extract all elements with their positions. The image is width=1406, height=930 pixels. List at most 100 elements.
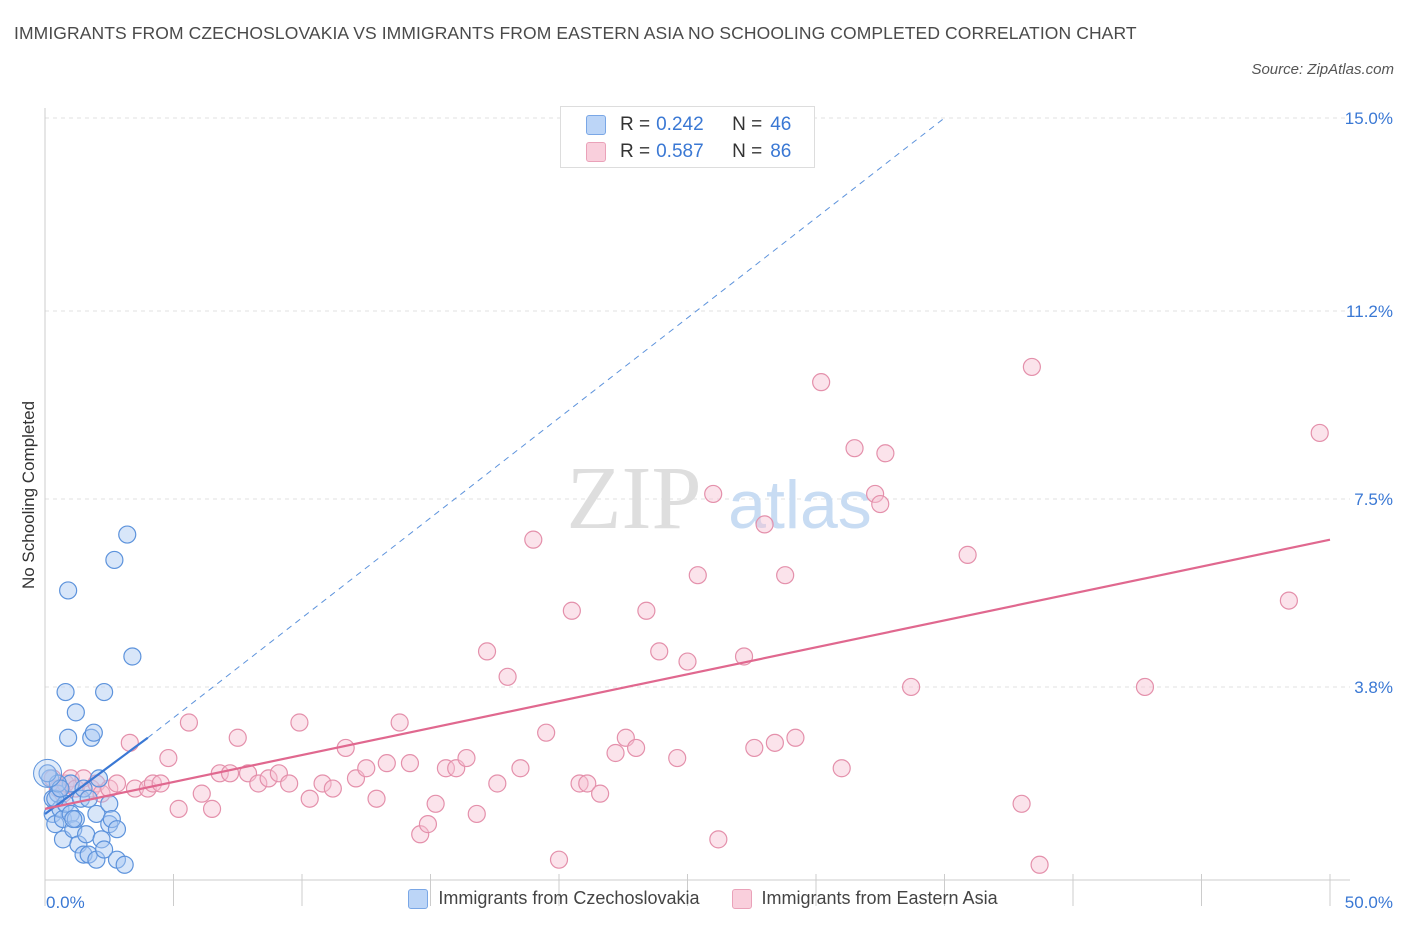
data-point bbox=[426, 794, 445, 813]
legend-label-eastern-asia: Immigrants from Eastern Asia bbox=[761, 888, 998, 908]
data-point bbox=[56, 682, 75, 702]
watermark-zip: ZIP bbox=[567, 449, 702, 548]
data-point bbox=[411, 825, 430, 844]
y-tick-label: 7.5% bbox=[1354, 490, 1393, 509]
data-point bbox=[436, 759, 456, 778]
y-tick-label: 11.2% bbox=[1346, 302, 1393, 321]
series-legend: Immigrants from Czechoslovakia Immigrant… bbox=[0, 888, 1406, 909]
data-point bbox=[578, 774, 597, 793]
data-point bbox=[123, 647, 142, 666]
legend-item-eastern-asia[interactable]: Immigrants from Eastern Asia bbox=[731, 888, 998, 909]
data-point bbox=[606, 743, 625, 763]
data-point bbox=[678, 652, 697, 671]
legend-swatch-pink bbox=[586, 142, 606, 162]
data-point bbox=[537, 723, 556, 742]
data-point bbox=[118, 525, 137, 544]
data-point bbox=[704, 484, 723, 504]
data-point bbox=[249, 774, 268, 793]
data-point bbox=[82, 728, 101, 747]
y-tick-label: 15.0% bbox=[1345, 109, 1393, 128]
data-point bbox=[467, 804, 486, 824]
data-point bbox=[650, 642, 669, 661]
n-value: 46 bbox=[770, 114, 792, 135]
axes bbox=[44, 108, 1350, 906]
data-point bbox=[866, 484, 885, 504]
data-point bbox=[1135, 677, 1155, 697]
data-point bbox=[871, 494, 890, 514]
data-point bbox=[179, 713, 199, 732]
data-point bbox=[637, 601, 656, 620]
legend-item-czechoslovakia[interactable]: Immigrants from Czechoslovakia bbox=[408, 888, 700, 909]
data-point bbox=[59, 581, 78, 600]
data-point bbox=[61, 804, 80, 824]
legend-swatch-blue bbox=[586, 115, 606, 135]
grid-lines bbox=[45, 117, 1350, 688]
data-point bbox=[498, 667, 517, 686]
data-point bbox=[765, 733, 784, 752]
data-point-cluster bbox=[33, 758, 63, 788]
stats-row-czechoslovakia: R = 0.242 N = 46 bbox=[586, 112, 791, 138]
data-point bbox=[755, 515, 774, 534]
data-point bbox=[776, 566, 795, 585]
chart-title: IMMIGRANTS FROM CZECHOSLOVAKIA VS IMMIGR… bbox=[14, 23, 1137, 43]
data-point bbox=[59, 728, 78, 747]
data-point bbox=[357, 759, 376, 778]
data-point bbox=[87, 850, 106, 869]
data-point bbox=[259, 769, 278, 788]
y-tick-label: 3.8% bbox=[1354, 678, 1393, 697]
n-value: 86 bbox=[770, 141, 792, 162]
legend-label-czechoslovakia: Immigrants from Czechoslovakia bbox=[438, 888, 700, 908]
legend-swatch-blue bbox=[408, 888, 429, 909]
series-czechoslovakia-points bbox=[33, 525, 142, 874]
y-axis-label: No Schooling Completed bbox=[19, 401, 38, 589]
stats-legend: R = 0.242 N = 46 R = 0.587 N = 86 bbox=[560, 106, 815, 168]
data-point bbox=[367, 789, 386, 808]
source-label: Source: ZipAtlas.com bbox=[1251, 61, 1394, 78]
data-point bbox=[1310, 423, 1329, 443]
trend-line-czechoslovakia bbox=[44, 736, 149, 815]
data-point bbox=[958, 545, 977, 564]
data-point bbox=[89, 769, 109, 788]
watermark-atlas: atlas bbox=[728, 467, 872, 543]
data-point bbox=[524, 530, 543, 549]
data-point bbox=[115, 855, 134, 874]
data-point bbox=[570, 774, 589, 793]
data-point bbox=[845, 439, 864, 458]
series-eastern-asia-points bbox=[43, 357, 1329, 874]
data-point bbox=[66, 779, 85, 798]
data-point bbox=[668, 748, 687, 768]
data-point bbox=[418, 815, 438, 834]
data-point bbox=[323, 779, 342, 798]
data-point bbox=[105, 550, 124, 570]
data-point bbox=[786, 728, 805, 747]
data-point bbox=[220, 764, 240, 783]
data-point bbox=[1030, 855, 1049, 874]
data-point bbox=[300, 789, 319, 808]
data-point bbox=[626, 738, 646, 758]
tick-labels: 3.8% 7.5% 11.2% 15.0% 0.0% 50.0% bbox=[46, 109, 1393, 912]
data-point bbox=[192, 784, 211, 803]
data-point bbox=[511, 759, 530, 778]
n-label: N = bbox=[732, 141, 763, 162]
data-point bbox=[159, 748, 178, 768]
data-point bbox=[377, 754, 396, 773]
data-point bbox=[876, 444, 895, 463]
r-value: 0.587 bbox=[656, 141, 704, 162]
data-point bbox=[549, 850, 569, 869]
trend-line-czechoslovakia-extension bbox=[147, 117, 945, 739]
data-point bbox=[290, 713, 309, 732]
data-point bbox=[107, 820, 127, 839]
data-point bbox=[812, 373, 831, 392]
data-point bbox=[390, 713, 409, 732]
r-label: R = bbox=[620, 114, 651, 135]
data-point bbox=[107, 774, 127, 793]
data-point bbox=[688, 566, 707, 585]
data-point bbox=[120, 733, 139, 752]
data-point bbox=[48, 784, 67, 803]
n-label: N = bbox=[732, 114, 763, 135]
data-point bbox=[1012, 794, 1031, 813]
stats-row-eastern-asia: R = 0.587 N = 86 bbox=[586, 139, 791, 165]
data-point bbox=[477, 642, 497, 661]
data-point bbox=[457, 748, 476, 768]
